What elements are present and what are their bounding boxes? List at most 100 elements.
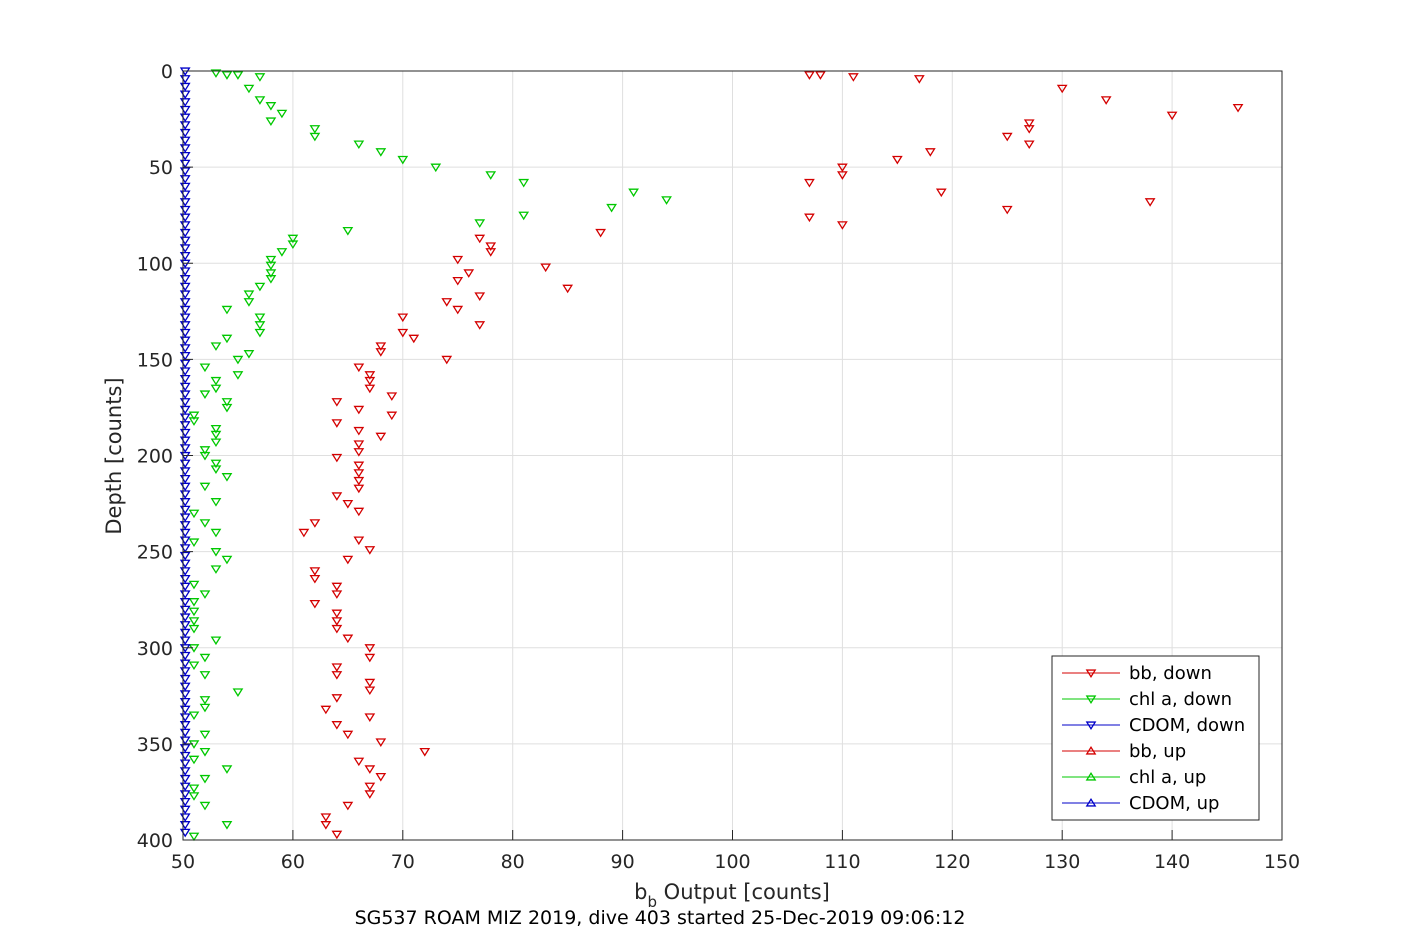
marker-series-1	[276, 109, 288, 119]
marker-series-1	[474, 219, 486, 228]
legend-label: chl a, up	[1129, 767, 1206, 788]
marker-series-0	[320, 813, 332, 822]
marker-series-1	[254, 282, 266, 292]
marker-series-1	[254, 328, 266, 338]
marker-series-1	[199, 451, 211, 461]
marker-series-1	[188, 784, 200, 794]
marker-series-0	[320, 821, 332, 830]
marker-series-0	[375, 348, 387, 357]
marker-series-0	[364, 713, 376, 722]
marker-series-1	[265, 117, 277, 126]
marker-series-1	[353, 140, 365, 150]
legend-marker	[1085, 771, 1097, 781]
marker-series-0	[408, 334, 420, 344]
marker-series-1	[265, 269, 277, 278]
legend-marker	[1085, 695, 1097, 705]
marker-series-0	[375, 432, 387, 442]
marker-series-0	[1232, 103, 1244, 113]
marker-series-1	[199, 747, 211, 757]
marker-series-0	[804, 213, 815, 223]
marker-series-1	[188, 661, 200, 671]
marker-series-1	[199, 671, 211, 680]
y-axis-label: Depth [counts]	[102, 377, 126, 534]
y-tick-label: 250	[137, 542, 173, 564]
marker-series-0	[1001, 205, 1013, 215]
marker-series-0	[309, 599, 321, 609]
marker-series-1	[309, 125, 321, 134]
marker-series-1	[188, 607, 200, 617]
marker-series-1	[254, 313, 266, 323]
marker-series-1	[276, 248, 288, 257]
x-tick-label: 120	[934, 851, 970, 873]
marker-series-1	[243, 298, 255, 307]
marker-series-1	[199, 801, 211, 811]
marker-series-0	[474, 321, 486, 330]
marker-series-0	[353, 507, 365, 517]
x-tick-label: 60	[281, 851, 305, 873]
marker-series-1	[199, 390, 211, 399]
marker-series-0	[364, 371, 376, 380]
y-tick-label: 0	[161, 61, 173, 83]
marker-series-1	[628, 188, 639, 198]
marker-series-0	[397, 328, 409, 338]
marker-series-0	[309, 567, 321, 576]
marker-series-1	[199, 703, 211, 713]
marker-series-0	[353, 469, 365, 478]
marker-series-1	[188, 617, 200, 626]
marker-series-1	[243, 84, 255, 94]
marker-series-0	[331, 830, 343, 840]
marker-series-0	[804, 178, 815, 188]
marker-series-1	[232, 355, 244, 365]
marker-series-1	[199, 446, 211, 455]
legend-label: CDOM, up	[1129, 793, 1219, 814]
marker-series-1	[265, 275, 277, 284]
marker-series-0	[364, 782, 376, 792]
legend-marker	[1085, 721, 1097, 731]
marker-series-0	[364, 653, 376, 663]
marker-series-0	[562, 284, 574, 294]
marker-series-0	[331, 663, 343, 672]
marker-series-0	[331, 624, 343, 634]
marker-series-0	[364, 686, 376, 696]
marker-series-0	[342, 555, 354, 565]
marker-series-1	[210, 430, 222, 440]
marker-series-0	[331, 398, 343, 407]
marker-series-0	[331, 492, 343, 501]
x-tick-label: 70	[391, 851, 415, 873]
marker-series-0	[463, 269, 475, 278]
y-tick-label: 350	[137, 734, 173, 756]
marker-series-1	[188, 538, 200, 548]
marker-series-1	[199, 590, 211, 599]
marker-series-1	[210, 69, 222, 78]
legend-marker	[1085, 669, 1097, 679]
x-tick-label: 100	[714, 851, 750, 873]
marker-series-1	[188, 509, 200, 519]
marker-series-0	[452, 255, 464, 265]
marker-series-0	[397, 313, 409, 323]
marker-series-0	[331, 617, 343, 626]
marker-series-0	[342, 499, 354, 509]
marker-series-0	[804, 71, 815, 80]
legend-box	[1051, 655, 1260, 821]
marker-series-0	[364, 678, 376, 688]
marker-series-0	[441, 298, 453, 307]
legend-marker	[1085, 797, 1097, 807]
marker-series-0	[331, 721, 343, 730]
marker-series-0	[815, 71, 826, 80]
marker-series-1	[485, 171, 497, 180]
marker-series-0	[342, 801, 354, 811]
marker-series-0	[485, 242, 497, 251]
y-tick-label: 400	[137, 830, 173, 852]
marker-series-1	[254, 96, 266, 105]
marker-series-1	[221, 403, 233, 413]
marker-series-1	[188, 598, 200, 607]
marker-series-1	[188, 580, 200, 590]
marker-series-1	[210, 636, 222, 646]
marker-series-1	[397, 155, 409, 165]
marker-series-0	[485, 248, 497, 257]
marker-series-1	[210, 376, 222, 386]
marker-series-0	[309, 519, 321, 528]
marker-series-1	[430, 163, 442, 173]
marker-series-0	[331, 609, 343, 619]
marker-series-0	[837, 163, 848, 173]
